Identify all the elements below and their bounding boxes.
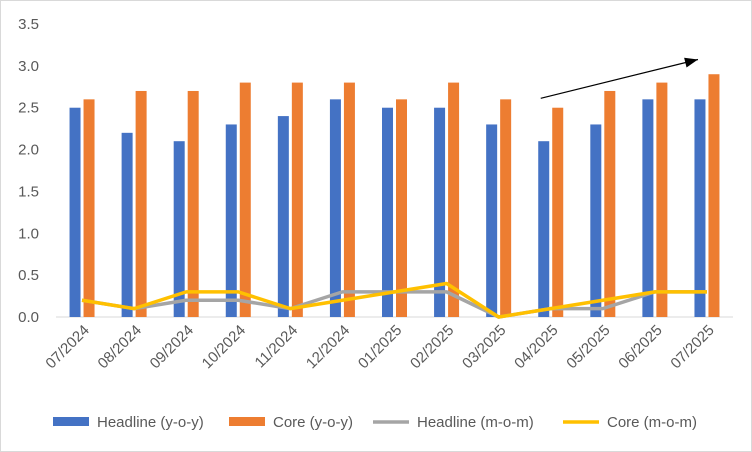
legend-swatch-core-y-o-y <box>229 417 265 426</box>
trend-arrow-shaft <box>540 58 699 99</box>
y-tick-label: 1.5 <box>18 183 39 200</box>
bar-core-y-o-y-3 <box>239 82 251 317</box>
x-tick-label: 07/2024 <box>42 322 92 372</box>
x-tick-label: 12/2024 <box>303 322 353 372</box>
bar-headline-y-o-y-10 <box>590 124 602 317</box>
bar-headline-y-o-y-7 <box>434 107 446 317</box>
bar-headline-y-o-y-3 <box>225 124 237 317</box>
bar-headline-y-o-y-6 <box>382 107 393 317</box>
y-tick-label: 1.0 <box>18 225 39 242</box>
bar-core-y-o-y-7 <box>448 82 460 317</box>
bar-core-y-o-y-0 <box>83 99 95 317</box>
bar-core-y-o-y-5 <box>343 82 355 317</box>
x-tick-label: 04/2025 <box>511 322 561 372</box>
trend-arrow-head <box>684 57 698 68</box>
bar-headline-y-o-y-1 <box>121 132 133 317</box>
legend-label-headline-m-o-m: Headline (m-o-m) <box>417 414 534 431</box>
x-tick-label: 10/2024 <box>199 322 249 372</box>
bar-core-y-o-y-10 <box>604 90 616 317</box>
bar-headline-y-o-y-9 <box>538 141 550 317</box>
bar-headline-y-o-y-2 <box>173 141 185 317</box>
bar-core-y-o-y-9 <box>552 107 564 317</box>
legend-label-headline-y-o-y: Headline (y-o-y) <box>97 414 204 431</box>
x-tick-label: 02/2025 <box>407 322 457 372</box>
bar-headline-y-o-y-4 <box>277 116 289 317</box>
bar-core-y-o-y-6 <box>396 99 407 317</box>
bar-headline-y-o-y-11 <box>642 99 654 317</box>
y-tick-label: 3.0 <box>18 58 39 75</box>
x-tick-label: 07/2025 <box>667 322 717 372</box>
bar-headline-y-o-y-0 <box>69 107 81 317</box>
bar-core-y-o-y-12 <box>708 74 720 317</box>
y-tick-label: 2.5 <box>18 100 39 117</box>
x-tick-label: 01/2025 <box>355 322 405 372</box>
x-tick-label: 03/2025 <box>459 322 509 372</box>
bar-core-y-o-y-1 <box>135 90 147 317</box>
x-tick-label: 09/2024 <box>147 322 197 372</box>
y-tick-label: 0.5 <box>18 267 39 284</box>
bar-headline-y-o-y-12 <box>694 99 706 317</box>
bar-headline-y-o-y-8 <box>486 124 498 317</box>
bar-core-y-o-y-4 <box>291 82 303 317</box>
legend-label-core-y-o-y: Core (y-o-y) <box>273 414 353 431</box>
x-tick-label: 06/2025 <box>615 322 665 372</box>
x-tick-label: 08/2024 <box>95 322 145 372</box>
line-core-m-o-m <box>81 281 707 319</box>
y-tick-label: 2.0 <box>18 142 39 159</box>
y-tick-label: 3.5 <box>18 16 39 33</box>
bar-core-y-o-y-8 <box>500 99 512 317</box>
x-tick-label: 05/2025 <box>563 322 613 372</box>
bar-core-y-o-y-11 <box>656 82 668 317</box>
legend-label-core-m-o-m: Core (m-o-m) <box>607 414 697 431</box>
bar-core-y-o-y-2 <box>187 90 199 317</box>
x-tick-label: 11/2024 <box>252 322 302 372</box>
y-tick-label: 0.0 <box>18 309 39 326</box>
legend-swatch-headline-y-o-y <box>53 417 89 426</box>
bar-headline-y-o-y-5 <box>329 99 341 317</box>
